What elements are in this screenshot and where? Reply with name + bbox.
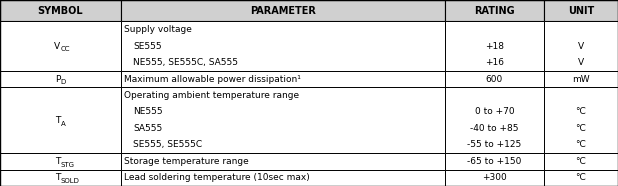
Bar xyxy=(0,153,121,170)
Text: mW: mW xyxy=(572,75,590,84)
Bar xyxy=(544,153,618,170)
Text: Storage temperature range: Storage temperature range xyxy=(124,157,249,166)
Text: RATING: RATING xyxy=(474,6,515,16)
Text: °C: °C xyxy=(575,124,586,133)
Text: °C: °C xyxy=(575,140,586,149)
Text: -55 to +125: -55 to +125 xyxy=(467,140,522,149)
Bar xyxy=(121,21,445,71)
Bar xyxy=(544,71,618,87)
Text: P: P xyxy=(55,75,61,84)
Text: Supply voltage: Supply voltage xyxy=(124,25,192,34)
Text: A: A xyxy=(61,121,66,126)
Text: +16: +16 xyxy=(485,58,504,67)
Bar xyxy=(445,21,544,71)
Text: +300: +300 xyxy=(482,173,507,182)
Bar xyxy=(445,71,544,87)
Bar xyxy=(0,0,121,21)
Bar xyxy=(445,153,544,170)
Text: °C: °C xyxy=(575,108,586,116)
Bar xyxy=(445,87,544,153)
Bar xyxy=(0,21,121,71)
Text: NE555, SE555C, SA555: NE555, SE555C, SA555 xyxy=(133,58,239,67)
Text: °C: °C xyxy=(575,157,586,166)
Text: T: T xyxy=(55,116,61,125)
Bar xyxy=(445,170,544,186)
Text: CC: CC xyxy=(61,46,70,52)
Text: T: T xyxy=(55,173,61,182)
Text: -40 to +85: -40 to +85 xyxy=(470,124,519,133)
Bar xyxy=(0,87,121,153)
Bar xyxy=(544,170,618,186)
Bar xyxy=(544,21,618,71)
Bar xyxy=(544,87,618,153)
Text: Operating ambient temperature range: Operating ambient temperature range xyxy=(124,91,299,100)
Bar xyxy=(0,170,121,186)
Bar xyxy=(445,0,544,21)
Bar xyxy=(121,0,445,21)
Text: °C: °C xyxy=(575,173,586,182)
Text: D: D xyxy=(61,79,66,85)
Text: 0 to +70: 0 to +70 xyxy=(475,108,514,116)
Text: V: V xyxy=(54,42,61,51)
Bar xyxy=(121,87,445,153)
Bar xyxy=(121,170,445,186)
Text: Maximum allowable power dissipation¹: Maximum allowable power dissipation¹ xyxy=(124,75,301,84)
Bar xyxy=(121,153,445,170)
Text: Lead soldering temperature (10sec max): Lead soldering temperature (10sec max) xyxy=(124,173,310,182)
Text: NE555: NE555 xyxy=(133,108,163,116)
Text: SA555: SA555 xyxy=(133,124,163,133)
Text: PARAMETER: PARAMETER xyxy=(250,6,316,16)
Text: +18: +18 xyxy=(485,42,504,51)
Text: STG: STG xyxy=(61,162,75,168)
Text: -65 to +150: -65 to +150 xyxy=(467,157,522,166)
Text: SOLD: SOLD xyxy=(61,178,80,184)
Text: UNIT: UNIT xyxy=(568,6,594,16)
Bar xyxy=(121,71,445,87)
Text: T: T xyxy=(55,157,61,166)
Text: 600: 600 xyxy=(486,75,503,84)
Bar xyxy=(0,71,121,87)
Text: V: V xyxy=(578,42,584,51)
Text: SE555, SE555C: SE555, SE555C xyxy=(133,140,203,149)
Text: SE555: SE555 xyxy=(133,42,162,51)
Text: V: V xyxy=(578,58,584,67)
Text: SYMBOL: SYMBOL xyxy=(38,6,83,16)
Bar xyxy=(544,0,618,21)
